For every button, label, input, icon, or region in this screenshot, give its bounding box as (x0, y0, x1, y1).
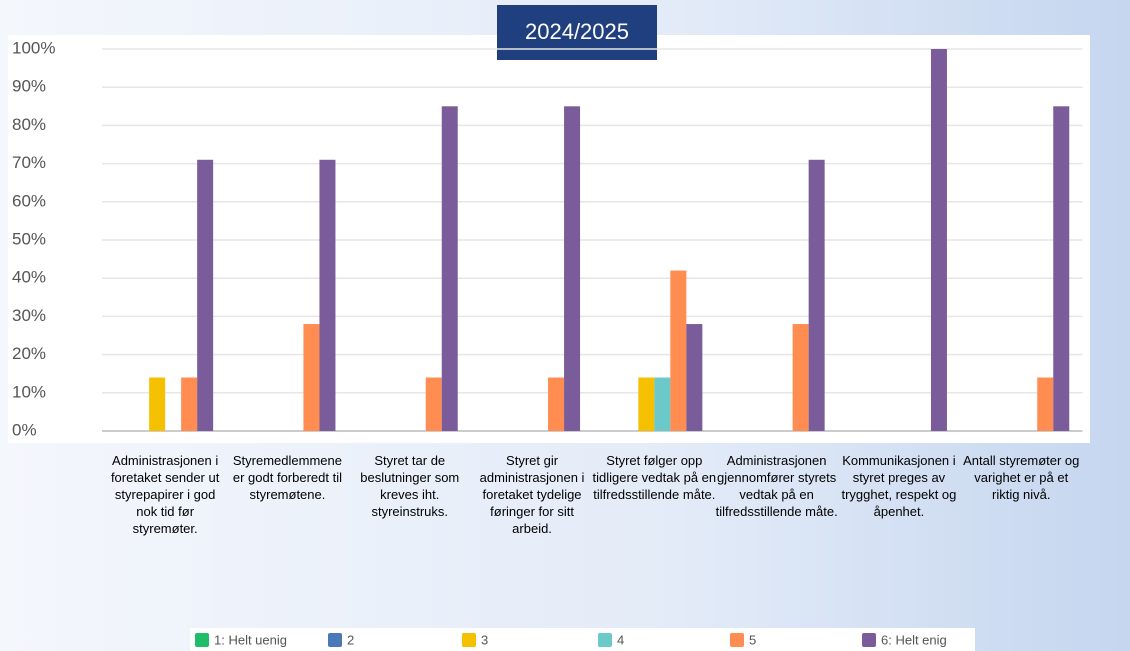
x-tick-label: Styremedlemmene er godt forberedt til st… (232, 453, 342, 502)
bar (425, 377, 442, 431)
y-tick-label: 30% (12, 306, 46, 325)
legend-label: 3 (481, 632, 488, 647)
bar (564, 106, 581, 432)
legend-swatch (328, 633, 342, 647)
y-tick-label: 100% (12, 38, 55, 57)
legend-box (190, 628, 975, 651)
x-tick-label: Styret tar de beslutninger som kreves ih… (360, 453, 460, 519)
bar (1053, 106, 1070, 432)
bar (638, 377, 655, 431)
plot-panel (8, 35, 1090, 443)
y-tick-label: 60% (12, 191, 46, 210)
x-tick-label: Administrasjonen i foretaket sender ut s… (110, 453, 220, 536)
legend-swatch (730, 633, 744, 647)
legend-swatch (462, 633, 476, 647)
legend-label: 4 (617, 632, 624, 647)
bar (808, 159, 825, 431)
legend-swatch (598, 633, 612, 647)
x-tick-label: Administrasjonen gjennomfører styrets ve… (715, 453, 838, 519)
bar (149, 377, 166, 431)
chart-title: 2024/2025 (525, 19, 629, 44)
bar (197, 159, 214, 431)
x-tick-label: Styret følger opp tidligere vedtak på en… (592, 453, 717, 502)
legend-label: 5 (749, 632, 756, 647)
bar (1037, 377, 1054, 431)
bar (303, 324, 320, 431)
bar (930, 49, 947, 431)
bar (792, 324, 809, 431)
y-tick-label: 0% (12, 420, 37, 439)
y-tick-label: 80% (12, 115, 46, 134)
y-tick-label: 50% (12, 229, 46, 248)
legend-label: 6: Helt enig (881, 632, 947, 647)
y-tick-label: 40% (12, 268, 46, 287)
bar (686, 324, 703, 431)
y-tick-label: 20% (12, 344, 46, 363)
bar (441, 106, 458, 432)
bar (670, 270, 687, 431)
y-tick-label: 90% (12, 77, 46, 96)
bar (654, 377, 671, 431)
legend-label: 1: Helt uenig (214, 632, 287, 647)
y-tick-label: 70% (12, 153, 46, 172)
title-box (497, 5, 657, 60)
legend-swatch (195, 633, 209, 647)
bar (181, 377, 198, 431)
x-tick-label: Styret gir administrasjonen i foretaket … (479, 453, 585, 536)
x-tick-label: Antall styremøter og varighet er på et r… (963, 453, 1080, 502)
legend-swatch (862, 633, 876, 647)
legend-label: 2 (347, 632, 354, 647)
x-tick-label: Kommunikasjonen i styret preges av trygg… (841, 453, 957, 519)
y-tick-label: 10% (12, 382, 46, 401)
bar (548, 377, 565, 431)
bar (319, 159, 336, 431)
